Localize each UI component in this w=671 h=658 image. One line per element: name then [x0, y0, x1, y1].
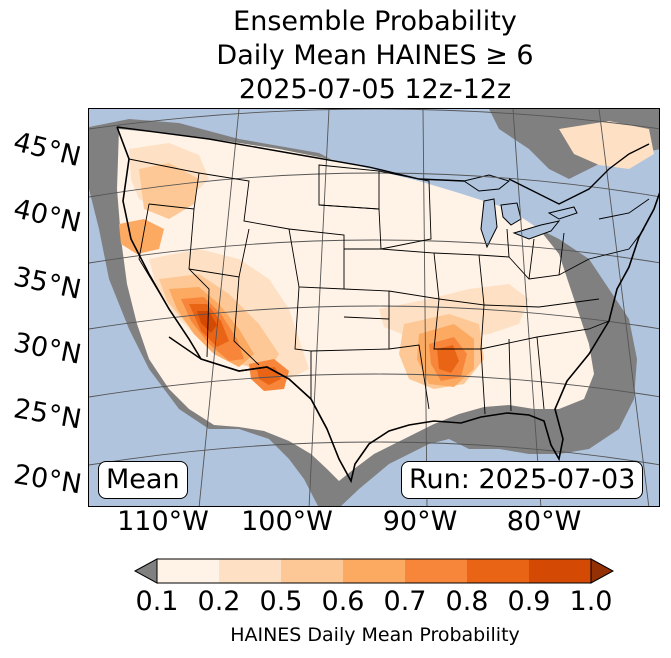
state-borders: [128, 158, 650, 415]
state-border: [198, 172, 290, 230]
state-border: [506, 228, 565, 280]
latitude-label-25n: 25°N: [11, 393, 84, 436]
colorbar-tick-label: 1.0: [569, 586, 613, 617]
longitude-label-100w: 100°W: [241, 506, 333, 537]
state-border: [128, 158, 200, 210]
colorbar-tick-label: 0.7: [383, 586, 427, 617]
statistic-label-box: Mean: [98, 461, 188, 499]
state-border: [433, 298, 485, 350]
parallel-35n: [89, 239, 659, 264]
probability-field-0.9: [197, 311, 217, 333]
state-border: [188, 208, 210, 358]
title-line-3: 2025-07-05 12z-12z: [238, 74, 512, 105]
state-border: [480, 320, 610, 350]
colorbar-bin-0.8-0.9: [467, 559, 529, 583]
colorbar: [133, 558, 615, 584]
state-border: [318, 204, 382, 250]
colorbar-bin-0.6-0.7: [343, 559, 405, 583]
run-date-label-box: Run: 2025-07-03: [401, 461, 644, 499]
latitude-label-30n: 30°N: [11, 327, 84, 371]
state-border: [378, 170, 432, 250]
colorbar-over-extension: [590, 558, 615, 584]
map-panel: [88, 108, 660, 507]
state-border: [380, 248, 440, 300]
us-outline: [116, 126, 659, 484]
canada-border: [116, 126, 650, 205]
colorbar-bin-0.2-0.5: [219, 559, 281, 583]
probability-field-0.2: [559, 121, 654, 169]
state-border: [388, 344, 430, 410]
colorbar-bin-0.7-0.8: [405, 559, 467, 583]
colorbar-bin-0.5-0.6: [281, 559, 343, 583]
longitude-label-110w: 110°W: [117, 506, 209, 537]
state-border: [138, 203, 170, 310]
state-border: [480, 336, 545, 415]
probability-field-low: [117, 129, 594, 481]
parallel-25n: [89, 373, 659, 398]
meridian-70w: [598, 109, 650, 506]
graticule: [89, 109, 659, 506]
longitude-label-80w: 80°W: [506, 506, 582, 537]
state-border: [294, 286, 312, 399]
parallel-20n: [89, 441, 659, 466]
latitude-label-20n: 20°N: [11, 459, 84, 501]
parallel-45n: [89, 109, 659, 130]
state-border: [483, 298, 600, 308]
latitude-label-35n: 35°N: [10, 261, 84, 306]
meridian-80w: [512, 109, 542, 506]
colorbar-label: HAINES Daily Mean Probability: [230, 624, 520, 646]
conus-probability-map: [89, 109, 659, 506]
meridian-110w: [198, 109, 240, 506]
colorbar-tick-label: 0.2: [197, 586, 241, 617]
meridian-100w: [308, 109, 330, 506]
colorbar-bin-0.1-0.2: [157, 559, 219, 583]
colorbar-tick-label: 0.1: [135, 586, 179, 617]
colorbar-bin-0.9-1.0: [529, 559, 591, 583]
colorbar-under-extension: [133, 558, 158, 584]
state-border: [433, 252, 485, 306]
parallel-30n: [89, 305, 659, 330]
probability-field-0.8: [437, 345, 459, 373]
title-line-1: Ensemble Probability: [233, 6, 517, 37]
parallel-40n: [89, 172, 659, 198]
state-border: [233, 276, 260, 366]
meridian-90w: [422, 109, 428, 506]
colorbar-tick-label: 0.5: [259, 586, 303, 617]
title-line-2: Daily Mean HAINES ≥ 6: [216, 40, 534, 71]
state-border: [588, 198, 650, 260]
colorbar-outline: [156, 558, 592, 584]
colorbar-tick-label: 0.8: [445, 586, 489, 617]
great-lakes: [462, 174, 578, 249]
latitude-label-40n: 40°N: [10, 193, 84, 239]
state-border: [343, 288, 390, 320]
probability-field-0.6: [119, 219, 164, 254]
latitude-label-45n: 45°N: [10, 126, 84, 174]
colorbar-tick-label: 0.9: [507, 586, 551, 617]
colorbar-tick-label: 0.6: [321, 586, 365, 617]
longitude-label-90w: 90°W: [382, 506, 458, 537]
